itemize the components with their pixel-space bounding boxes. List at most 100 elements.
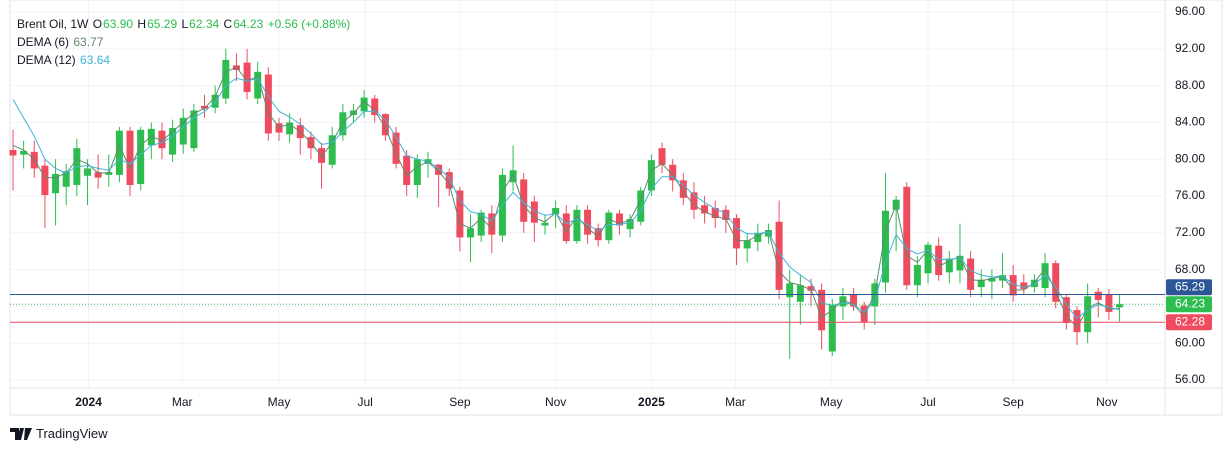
candle-body xyxy=(977,279,985,288)
candle-body xyxy=(94,172,102,178)
candle-body xyxy=(573,209,581,242)
candle-body xyxy=(477,212,485,236)
candle-body xyxy=(935,245,943,276)
candle-body xyxy=(733,218,741,249)
chart: 56.0060.0064.0068.0072.0076.0080.0084.00… xyxy=(9,0,1223,416)
y-tick-label: 80.00 xyxy=(1175,151,1205,165)
candle-body xyxy=(1105,294,1113,312)
candle-body xyxy=(924,244,932,274)
candle-body xyxy=(520,179,528,222)
x-tick-label: Nov xyxy=(1096,395,1117,409)
price-label-bg xyxy=(1166,279,1212,296)
candle-body xyxy=(62,171,70,187)
candle-body xyxy=(318,148,326,163)
candle-body xyxy=(126,130,134,185)
candle-body xyxy=(881,210,889,283)
candle-body xyxy=(371,98,379,116)
candle-body xyxy=(690,192,698,210)
candle-body xyxy=(286,122,294,135)
y-tick-label: 56.00 xyxy=(1175,372,1205,386)
candle-body xyxy=(818,289,826,331)
candle-body xyxy=(669,164,677,181)
ohlc-value: 64.23 xyxy=(233,17,264,31)
candle-body xyxy=(711,207,719,219)
candle-body xyxy=(637,190,645,222)
candle-body xyxy=(679,180,687,198)
candle-body xyxy=(722,209,730,220)
candle-body xyxy=(201,105,209,109)
x-tick-label: Sep xyxy=(1002,395,1024,409)
candle-body xyxy=(903,186,911,286)
legend: Brent Oil, 1W O63.90 H65.29 L62.34 C64.2… xyxy=(17,15,351,69)
ohlc-value: 63.90 xyxy=(103,17,134,31)
candle-body xyxy=(541,222,549,226)
candle-body xyxy=(1073,310,1081,333)
x-tick-label: Jul xyxy=(358,395,373,409)
candle-body xyxy=(775,221,783,290)
ohlc-value: 62.34 xyxy=(189,17,220,31)
x-tick-label: Jul xyxy=(920,395,935,409)
candle-body xyxy=(552,207,560,215)
candle-body xyxy=(658,148,666,165)
price-label: 65.29 xyxy=(1175,279,1205,293)
change: +0.56 (+0.88%) xyxy=(267,17,351,31)
plot xyxy=(9,48,1165,359)
candle-body xyxy=(456,190,464,238)
candle-body xyxy=(339,112,347,136)
candle-body xyxy=(41,165,49,196)
x-tick-label: Mar xyxy=(725,395,746,409)
candle-body xyxy=(605,212,613,241)
indicator-line xyxy=(12,77,1120,320)
ohlc-label: H xyxy=(137,17,147,31)
candle-body xyxy=(435,164,443,175)
candle-body xyxy=(392,132,400,164)
candle-body xyxy=(179,117,187,145)
candle-body xyxy=(967,258,975,290)
candle-body xyxy=(615,213,623,226)
candle-body xyxy=(701,205,709,214)
candle-body xyxy=(488,213,496,235)
price-label-bg xyxy=(1166,314,1212,331)
ohlc-value: 65.29 xyxy=(147,17,178,31)
candle-body xyxy=(530,201,538,223)
candle-body xyxy=(1052,263,1060,302)
candle-body xyxy=(20,150,28,155)
candle-body xyxy=(828,304,836,352)
candle-body xyxy=(913,265,921,286)
candle-body xyxy=(1009,275,1017,296)
candle-body xyxy=(647,160,655,191)
candle-body xyxy=(83,168,91,176)
candle-body xyxy=(850,294,858,307)
x-tick-label: Sep xyxy=(449,395,471,409)
candle-body xyxy=(147,128,155,146)
y-tick-label: 96.00 xyxy=(1175,4,1205,18)
axes: 56.0060.0064.0068.0072.0076.0080.0084.00… xyxy=(75,4,1212,409)
y-tick-label: 68.00 xyxy=(1175,262,1205,276)
candle-body xyxy=(1030,279,1038,288)
candle-body xyxy=(594,228,602,241)
candle-body xyxy=(839,296,847,307)
y-tick-label: 92.00 xyxy=(1175,41,1205,55)
candle-body xyxy=(956,255,964,271)
candle-body xyxy=(988,277,996,282)
candle-body xyxy=(764,230,772,237)
indicator-line xyxy=(12,66,1120,329)
candle-body xyxy=(275,123,283,133)
x-tick-label: May xyxy=(820,395,843,409)
candle-body xyxy=(1116,304,1124,308)
y-tick-label: 60.00 xyxy=(1175,335,1205,349)
candle-body xyxy=(445,172,453,189)
footer: TradingView xyxy=(10,426,108,441)
logo xyxy=(10,427,32,440)
candle-body xyxy=(9,150,17,156)
x-tick-label: Mar xyxy=(172,395,193,409)
indicator-name: DEMA (12) xyxy=(17,53,76,67)
brand: TradingView xyxy=(36,426,108,441)
legend-main: Brent Oil, 1W O63.90 H65.29 L62.34 C64.2… xyxy=(17,15,351,33)
candle-body xyxy=(381,114,389,136)
candle-body xyxy=(626,219,634,230)
x-tick-label: 2024 xyxy=(75,395,102,409)
candle-body xyxy=(403,155,411,185)
indicator-name: DEMA (6) xyxy=(17,35,70,49)
